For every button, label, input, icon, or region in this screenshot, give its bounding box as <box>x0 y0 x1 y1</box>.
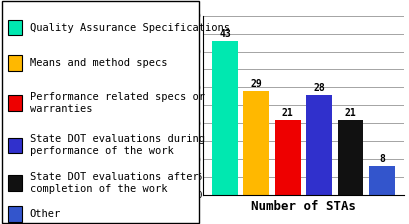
Bar <box>8 175 22 191</box>
Bar <box>8 20 22 35</box>
Bar <box>243 91 269 195</box>
Text: State DOT evaluations after
completion of the work: State DOT evaluations after completion o… <box>29 172 198 194</box>
Text: 21: 21 <box>344 108 355 118</box>
Bar <box>337 120 362 195</box>
Text: 28: 28 <box>312 83 324 93</box>
Bar <box>368 166 394 195</box>
X-axis label: Number of STAs: Number of STAs <box>250 200 355 213</box>
Text: Other: Other <box>29 209 61 219</box>
Text: Means and method specs: Means and method specs <box>29 58 167 68</box>
Text: Performance related specs or
warranties: Performance related specs or warranties <box>29 92 204 114</box>
Bar <box>8 56 22 71</box>
Bar <box>274 120 300 195</box>
Bar <box>8 138 22 153</box>
Bar <box>8 95 22 111</box>
Bar <box>8 206 22 222</box>
Text: 43: 43 <box>218 29 230 39</box>
Text: 29: 29 <box>250 79 262 89</box>
FancyBboxPatch shape <box>2 1 198 223</box>
Text: State DOT evaluations during
performance of the work: State DOT evaluations during performance… <box>29 134 204 156</box>
Bar <box>306 95 331 195</box>
Bar <box>211 41 237 195</box>
Text: 8: 8 <box>378 154 384 164</box>
Text: Quality Assurance Specifications: Quality Assurance Specifications <box>29 23 229 33</box>
Text: 21: 21 <box>281 108 293 118</box>
